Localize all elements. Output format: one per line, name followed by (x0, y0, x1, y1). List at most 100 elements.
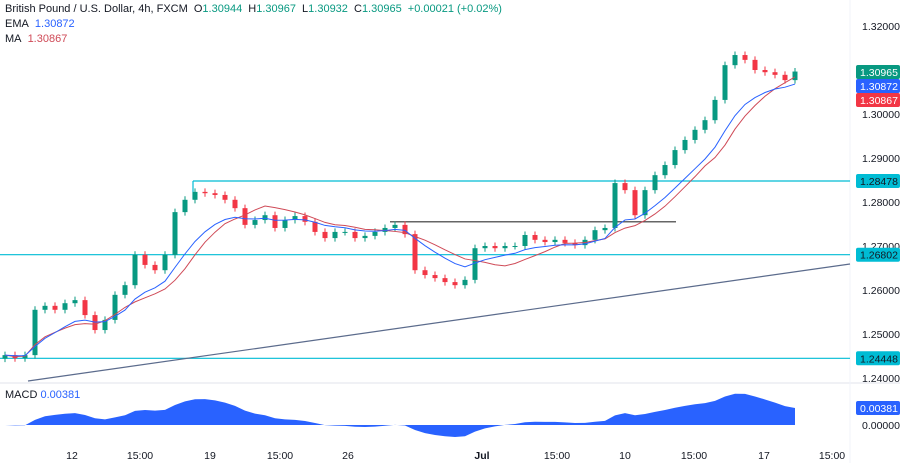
candle-body (502, 246, 508, 249)
candle-body (272, 215, 278, 228)
ma-legend[interactable]: MA 1.30867 (5, 33, 68, 45)
candle-body (512, 246, 518, 247)
time-tick: 15:00 (681, 450, 707, 462)
close-price-tag-bg (856, 65, 900, 79)
time-tick: 10 (619, 450, 631, 462)
level-tag: 1.28478 (860, 176, 898, 188)
candle-body (292, 216, 298, 221)
level-tag-bg (856, 247, 900, 262)
ma-line (4, 76, 796, 358)
candle-body (722, 65, 728, 100)
candle-body (592, 230, 598, 240)
candle-body (242, 208, 248, 225)
candle-body (402, 224, 408, 235)
ma-price-tag: 1.30867 (860, 95, 898, 107)
candle-body (772, 72, 778, 75)
candle-body (132, 254, 138, 286)
candle-body (562, 239, 568, 243)
candle-body (412, 234, 418, 271)
close-price-tag: 1.30965 (860, 67, 898, 79)
candle-body (252, 220, 258, 225)
price-tick: 1.26000 (862, 285, 900, 297)
candle-body (542, 239, 548, 243)
price-tick: 1.24000 (862, 373, 900, 385)
price-tick: 1.30000 (862, 109, 900, 121)
macd-legend[interactable]: MACD 0.00381 (5, 389, 81, 401)
macd-tick: 0.00000 (862, 420, 900, 432)
candle-body (382, 227, 388, 232)
candle-body (532, 235, 538, 240)
candle-body (282, 220, 288, 228)
candle-body (482, 246, 488, 249)
candle-body (262, 215, 268, 221)
candle-body (222, 194, 228, 200)
level-tag: 1.26802 (860, 250, 898, 262)
candle-body (572, 242, 578, 246)
time-tick: 15:00 (127, 450, 153, 462)
candle-body (142, 254, 148, 265)
candle-body (32, 309, 38, 356)
candle-body (552, 239, 558, 243)
price-tick: 1.25000 (862, 329, 900, 341)
candle-body (462, 279, 468, 286)
candle-body (302, 216, 308, 222)
candle-body (212, 193, 218, 195)
candle-body (452, 282, 458, 286)
candle-body (312, 221, 318, 232)
price-tick: 1.29000 (862, 153, 900, 165)
candle-body (762, 70, 768, 73)
ema-price-tag-bg (856, 79, 900, 93)
change-value: +0.00021 (+0.02%) (407, 3, 502, 15)
level-tag: 1.24448 (860, 353, 898, 365)
time-tick: Jul (474, 450, 489, 462)
candle-body (362, 235, 368, 239)
time-tick: 19 (204, 450, 216, 462)
candle-body (712, 99, 718, 121)
macd-area (0, 393, 795, 437)
ma-price-tag-bg (856, 93, 900, 107)
candle-body (202, 191, 208, 194)
candle-body (642, 190, 648, 216)
price-tick: 1.32000 (862, 21, 900, 33)
candle-body (752, 59, 758, 70)
price-tick: 1.28000 (862, 197, 900, 209)
candle-body (22, 355, 28, 359)
candle-body (652, 175, 658, 191)
candle-body (672, 150, 678, 166)
symbol-title: British Pound / U.S. Dollar, 4h, FXCM (5, 3, 188, 15)
trendline (27, 263, 851, 382)
candle-body (232, 199, 238, 209)
candle-body (162, 254, 168, 271)
macd-value-tag-bg (856, 401, 900, 415)
candle-body (352, 231, 358, 239)
candle-body (742, 55, 748, 60)
level-tag-bg (856, 351, 900, 366)
candle-body (102, 319, 108, 331)
candle-body (122, 285, 128, 295)
candle-body (432, 275, 438, 279)
high-value: 1.30967 (256, 3, 296, 15)
level-tag-bg (856, 173, 900, 188)
low-value: 1.30932 (308, 3, 348, 15)
chart-legend: British Pound / U.S. Dollar, 4h, FXCM O1… (5, 2, 505, 47)
ema-line (4, 83, 796, 357)
candle-body (662, 165, 668, 176)
time-tick: 17 (758, 450, 770, 462)
candle-body (492, 246, 498, 249)
ema-legend[interactable]: EMA 1.30872 (5, 18, 75, 30)
candle-body (72, 300, 78, 304)
candle-body (682, 139, 688, 151)
candle-body (692, 129, 698, 140)
candle-body (632, 190, 638, 216)
open-value: 1.30944 (202, 3, 243, 15)
close-value: 1.30965 (361, 3, 402, 15)
candle-body (342, 231, 348, 233)
time-tick: 15:00 (267, 450, 293, 462)
candle-body (172, 212, 178, 255)
candle-body (112, 294, 118, 320)
candle-body (42, 305, 48, 310)
time-tick: 15:00 (544, 450, 570, 462)
candle-body (442, 278, 448, 283)
candle-body (782, 74, 788, 81)
